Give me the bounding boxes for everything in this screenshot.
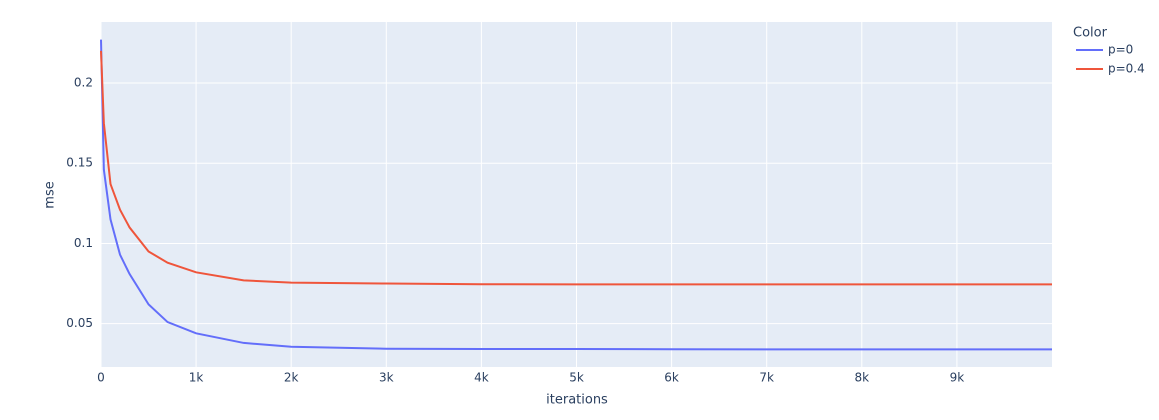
x-tick-label: 0 [97,371,105,385]
x-axis-title: iterations [546,393,608,408]
legend-title: Color [1073,26,1108,41]
x-tick-label: 9k [950,371,965,385]
legend-label: p=0 [1108,43,1133,57]
legend-label: p=0.4 [1108,62,1145,76]
x-tick-label: 5k [569,371,584,385]
x-tick-label: 6k [664,371,679,385]
line-series [100,39,1052,351]
x-tick-label: 1k [189,371,204,385]
y-tick-label: 0.05 [66,316,93,330]
y-tick-label: 0.2 [74,75,93,89]
y-axis-title: mse [43,181,58,208]
x-tick-label: 2k [284,371,299,385]
line-series [100,50,1052,286]
x-tick-label: 7k [759,371,774,385]
x-tick-label: 3k [379,371,394,385]
x-tick-label: 4k [474,371,489,385]
x-tick-label: 8k [855,371,870,385]
y-tick-label: 0.15 [66,156,93,170]
y-tick-label: 0.1 [74,236,93,250]
